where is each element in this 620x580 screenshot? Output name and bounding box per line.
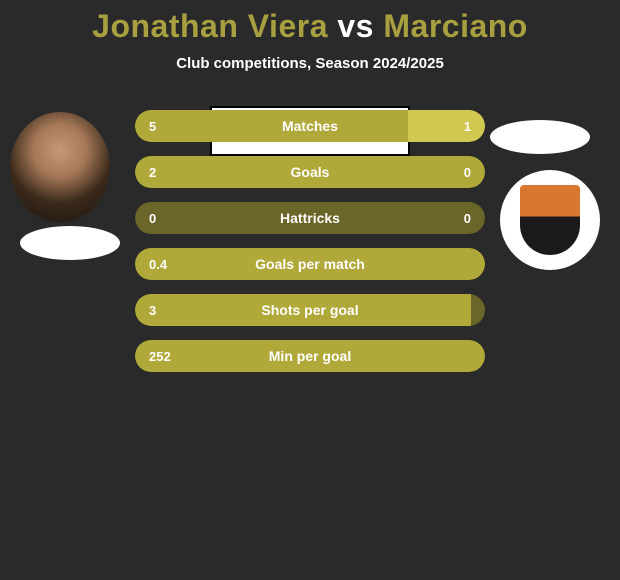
player1-name: Jonathan Viera: [92, 8, 328, 44]
page-title: Jonathan Viera vs Marciano: [92, 8, 528, 45]
stat-row: 252Min per goal: [135, 340, 485, 372]
stat-row: 0Hattricks0: [135, 202, 485, 234]
player2-name: Marciano: [383, 8, 527, 44]
vs-text: vs: [337, 8, 374, 44]
stat-right-value: 0: [464, 156, 471, 188]
comparison-infographic: Jonathan Viera vs Marciano Club competit…: [0, 0, 620, 580]
stat-label: Goals per match: [135, 248, 485, 280]
player1-avatar: [10, 112, 110, 222]
stat-label: Goals: [135, 156, 485, 188]
stat-row: 2Goals0: [135, 156, 485, 188]
stat-row: 0.4Goals per match: [135, 248, 485, 280]
stat-label: Hattricks: [135, 202, 485, 234]
stat-right-value: 0: [464, 202, 471, 234]
stat-label: Min per goal: [135, 340, 485, 372]
player2-club-badge: [490, 120, 590, 154]
subtitle: Club competitions, Season 2024/2025: [176, 55, 444, 72]
stat-label: Matches: [135, 110, 485, 142]
stat-row: 3Shots per goal: [135, 294, 485, 326]
stat-label: Shots per goal: [135, 294, 485, 326]
club-logo-icon: [520, 185, 580, 255]
stat-row: 5Matches1: [135, 110, 485, 142]
stats-bars: 5Matches12Goals00Hattricks00.4Goals per …: [135, 110, 485, 372]
stat-right-value: 1: [464, 110, 471, 142]
player2-avatar: [500, 170, 600, 270]
player1-club-badge: [20, 226, 120, 260]
